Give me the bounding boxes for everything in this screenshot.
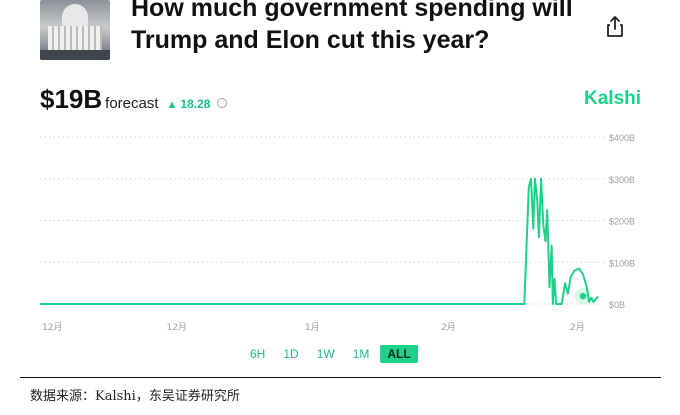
- capitol-columns: [48, 26, 102, 52]
- market-title: How much government spending will Trump …: [131, 0, 591, 56]
- info-icon[interactable]: [217, 98, 228, 108]
- last-point-marker: [579, 292, 587, 300]
- x-tick-label: 12月: [166, 322, 186, 333]
- time-range-selector: 6H 1D 1W 1M ALL: [243, 345, 422, 363]
- brand-logo[interactable]: Kalshi: [584, 88, 642, 109]
- range-button-all[interactable]: ALL: [380, 345, 418, 363]
- range-button-1m[interactable]: 1M: [352, 347, 370, 361]
- capitol-dome: [62, 4, 88, 26]
- x-tick-label: 12月: [42, 322, 62, 333]
- share-icon: [607, 16, 623, 37]
- y-tick-label: $400B: [609, 133, 635, 143]
- range-button-1d[interactable]: 1D: [283, 347, 299, 361]
- forecast-change: ▲ 18.28: [167, 97, 211, 111]
- x-tick-label: 1月: [305, 322, 320, 333]
- capitol-ground: [40, 50, 110, 60]
- share-button[interactable]: [603, 14, 627, 40]
- y-tick-label: $0B: [609, 300, 625, 310]
- series-line: [40, 177, 599, 305]
- source-note: 数据来源：Kalshi，东吴证券研究所: [30, 389, 240, 404]
- forecast-chart: $400B $300B $200B $100B $0B 12月 12月 1月 2月 2月: [40, 133, 635, 333]
- y-tick-label: $200B: [609, 217, 635, 227]
- market-title-line-1: How much government spending will: [131, 0, 573, 22]
- forecast-change-value: 18.28: [180, 97, 211, 111]
- y-tick-label: $300B: [609, 175, 635, 185]
- footer-rule: [20, 377, 661, 378]
- market-title-line-2: Trump and Elon cut this year?: [131, 26, 490, 54]
- y-tick-label: $100B: [609, 258, 635, 268]
- range-button-1w[interactable]: 1W: [316, 347, 335, 361]
- range-button-6h[interactable]: 6H: [250, 347, 266, 361]
- x-tick-label: 2月: [441, 322, 456, 333]
- forecast-label: forecast: [105, 95, 159, 112]
- forecast-summary: $19B forecast ▲ 18.28: [40, 84, 228, 116]
- triangle-up-icon: ▲: [166, 99, 178, 111]
- market-thumbnail-image: [40, 0, 110, 60]
- x-tick-label: 2月: [570, 322, 585, 333]
- forecast-value: $19B: [40, 84, 103, 114]
